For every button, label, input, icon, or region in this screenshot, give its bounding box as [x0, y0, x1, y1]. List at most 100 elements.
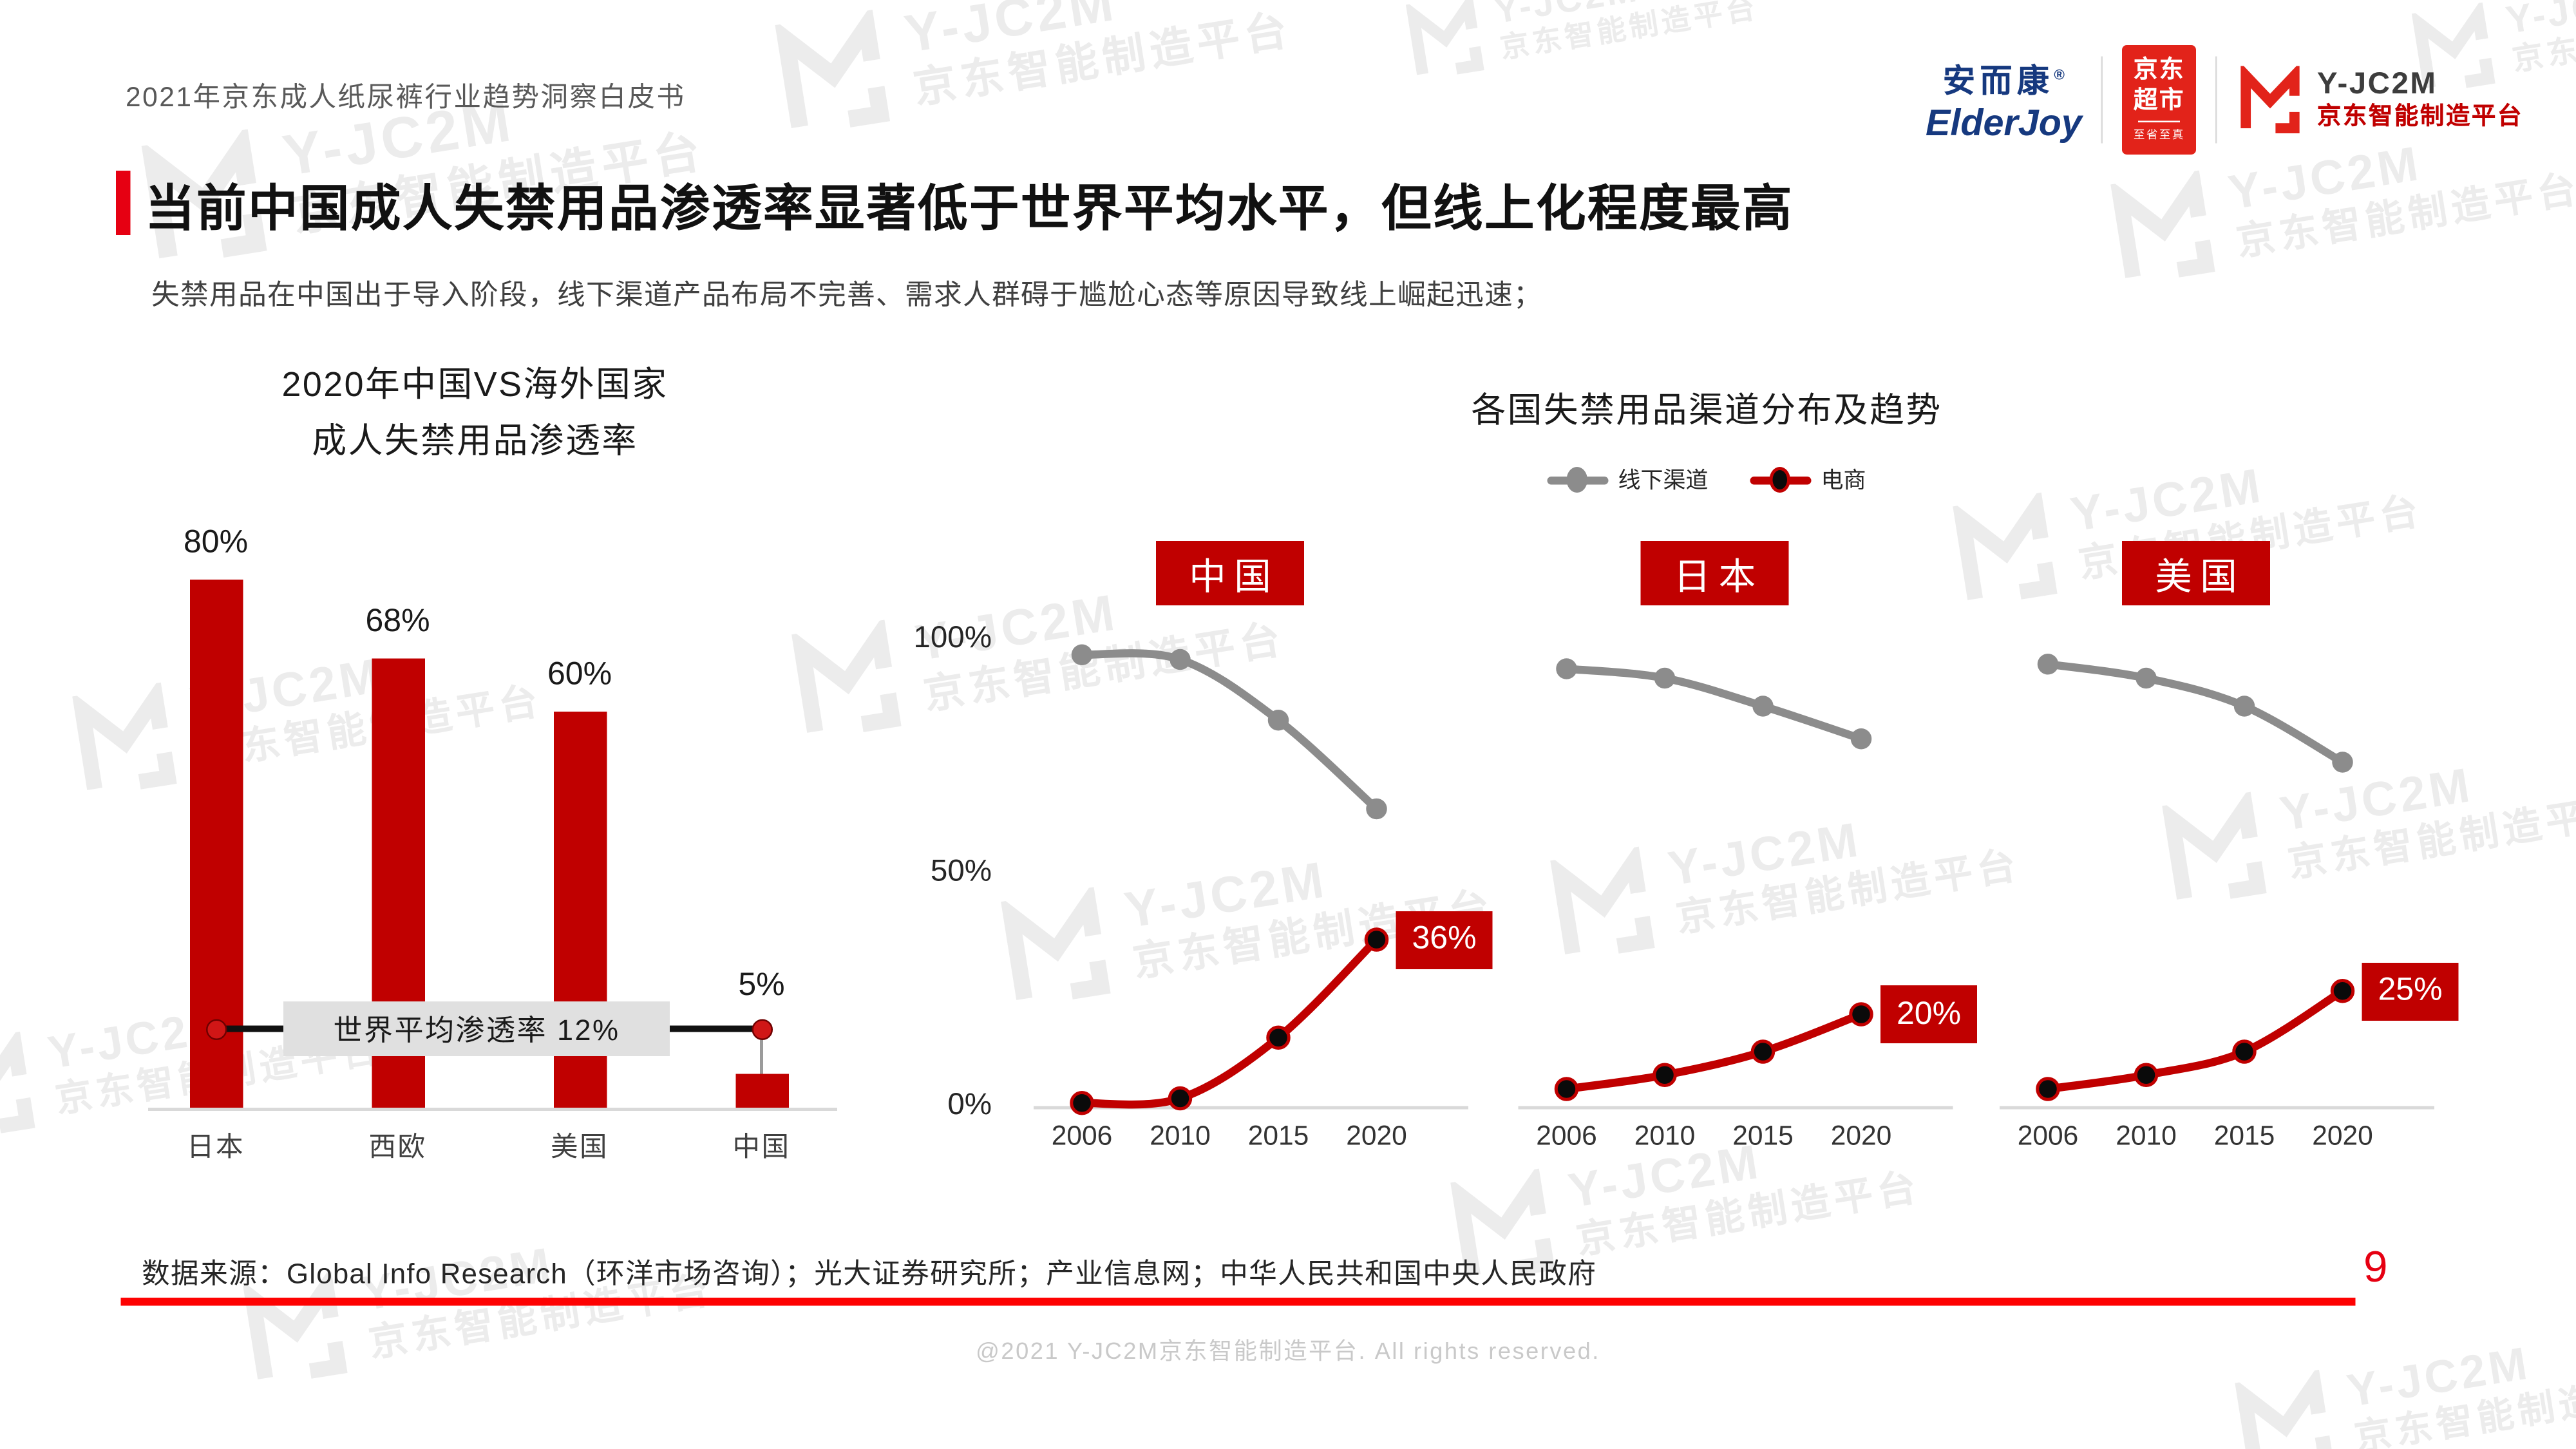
line-panel-svg: [1034, 644, 1468, 1115]
world-average-endpoint-dot: [205, 1018, 227, 1039]
ecommerce-data-point: [2134, 1063, 2159, 1088]
line-panel-svg: [2000, 654, 2434, 1110]
bar-value-label: 60%: [547, 657, 612, 692]
legend-item-offline: 线下渠道: [1547, 464, 1709, 496]
country-label-box: 美国: [2122, 541, 2270, 605]
x-axis-tick-label: 2015: [1732, 1121, 1794, 1151]
logo-divider: [2215, 56, 2217, 144]
bar-category-label: 西欧: [368, 1132, 427, 1163]
ecommerce-data-point: [1750, 1039, 1776, 1064]
offline-data-point: [1556, 658, 1577, 679]
ecommerce-data-point: [1554, 1077, 1579, 1101]
elderjoy-cn-label: 安而康: [1942, 64, 2054, 100]
copyright-footer: @2021 Y-JC2M京东智能制造平台. All rights reserve…: [976, 1340, 1600, 1365]
logo-cluster: 安而康® ElderJoy 京东 超市 至省至真: [1926, 42, 2523, 158]
offline-data-point: [1850, 728, 1872, 750]
offline-series-line: [1566, 665, 1862, 743]
ecommerce-data-point: [1849, 1002, 1873, 1027]
line-chart-legend: 线下渠道 电商: [1433, 464, 1980, 496]
world-average-stem: [760, 1040, 763, 1074]
x-axis-tick-label: 2020: [2312, 1121, 2373, 1151]
x-axis-tick-label: 2010: [1634, 1121, 1696, 1151]
bar-中国: [735, 1074, 788, 1108]
bar-chart-baseline: [148, 1108, 837, 1111]
legend-marker: [1547, 467, 1609, 493]
x-axis-tick-label: 2015: [2213, 1121, 2275, 1151]
ecommerce-end-value-label: 25%: [2362, 961, 2459, 1020]
ecommerce-data-point: [1364, 927, 1389, 952]
world-average-label: 世界平均渗透率 12%: [283, 1001, 670, 1056]
registered-mark-icon: ®: [2054, 66, 2065, 83]
jd-supermarket-logo: 京东 超市 至省至真: [2122, 45, 2197, 155]
legend-item-ecommerce: 电商: [1750, 464, 1866, 496]
logo-divider: [2101, 56, 2103, 144]
offline-data-point: [2037, 654, 2059, 675]
offline-series-line: [2047, 660, 2345, 766]
y-axis-tick-label: 100%: [913, 621, 992, 656]
offline-data-point: [1752, 696, 1774, 717]
offline-data-point: [1366, 798, 1387, 820]
x-axis-tick-label: 2006: [1051, 1121, 1113, 1151]
jd-supermarket-line2: 超市: [2133, 86, 2185, 114]
x-axis-tick-label: 2015: [1247, 1121, 1309, 1151]
bar-chart-title: 2020年中国VS海外国家 成人失禁用品渗透率: [153, 357, 797, 471]
legend-dot: [1566, 467, 1587, 493]
line-panel-中国: 中国 36% 2006 2010 2015 2020: [1005, 531, 1493, 1175]
offline-data-point: [1071, 644, 1093, 665]
yjc2m-logo: Y-JC2M 京东智能制造平台: [2237, 66, 2523, 134]
footer-rule: [120, 1298, 2356, 1306]
line-panel-svg: [1518, 658, 1953, 1110]
legend-label: 电商: [1821, 467, 1866, 493]
offline-data-point: [1170, 649, 1191, 670]
source-note: 数据来源：Global Info Research（环洋市场咨询）；光大证券研究…: [142, 1257, 1597, 1290]
x-axis-tick-label: 2010: [1150, 1121, 1211, 1151]
offline-data-point: [2233, 696, 2255, 717]
ecommerce-data-point: [2036, 1077, 2060, 1101]
ecommerce-series-line: [2047, 987, 2345, 1094]
yjc2m-logo-mark-icon: [2240, 66, 2300, 133]
jd-supermarket-divider: [2138, 120, 2181, 122]
offline-data-point: [2136, 667, 2157, 689]
legend-marker: [1750, 467, 1812, 493]
title-accent-bar: [116, 171, 131, 235]
ecommerce-data-point: [1266, 1025, 1291, 1050]
doc-title: 2021年京东成人纸尿裤行业趋势洞察白皮书: [126, 82, 686, 113]
offline-series-line: [1081, 649, 1379, 812]
x-axis-tick-label: 2020: [1830, 1121, 1892, 1151]
bar-category-label: 中国: [732, 1132, 791, 1163]
y-axis-tick-label: 0%: [947, 1088, 992, 1122]
country-label-box: 中国: [1156, 541, 1304, 605]
bar-category-label: 日本: [187, 1132, 245, 1163]
jd-supermarket-line1: 京东: [2133, 57, 2185, 84]
ecommerce-data-point: [2330, 979, 2355, 1003]
elderjoy-logo: 安而康® ElderJoy: [1926, 55, 2082, 145]
bar-value-label: 5%: [738, 967, 785, 1003]
offline-data-point: [1267, 710, 1289, 731]
bar-value-label: 80%: [183, 525, 249, 560]
yjc2m-name: Y-JC2M: [2316, 66, 2438, 101]
jd-supermarket-tagline: 至省至真: [2133, 129, 2185, 142]
x-axis-tick-label: 2006: [1536, 1121, 1597, 1151]
ecommerce-data-point: [1168, 1086, 1193, 1111]
ecommerce-end-value-label: 36%: [1396, 910, 1493, 969]
slide-title: 当前中国成人失禁用品渗透率显著低于世界平均水平，但线上化程度最高: [145, 180, 1794, 237]
bar-value-label: 68%: [365, 603, 430, 639]
x-axis-tick-label: 2010: [2116, 1121, 2177, 1151]
country-label-box: 日本: [1640, 541, 1789, 605]
ecommerce-series-line: [1566, 1010, 1863, 1094]
elderjoy-cn-text: 安而康®: [1943, 55, 2065, 102]
bar-chart-title-line1: 2020年中国VS海外国家: [281, 365, 668, 404]
ecommerce-data-point: [2232, 1039, 2257, 1064]
ecommerce-data-point: [1070, 1091, 1094, 1115]
ecommerce-end-value-label: 20%: [1880, 985, 1977, 1043]
bar-category-label: 美国: [551, 1132, 609, 1163]
world-average-endpoint-dot: [751, 1018, 772, 1039]
yjc2m-logo-text: Y-JC2M 京东智能制造平台: [2317, 67, 2523, 133]
legend-label: 线下渠道: [1618, 467, 1709, 493]
elderjoy-en-text: ElderJoy: [1926, 101, 2082, 144]
bar-chart-title-line2: 成人失禁用品渗透率: [312, 422, 638, 462]
offline-data-point: [2332, 752, 2353, 773]
